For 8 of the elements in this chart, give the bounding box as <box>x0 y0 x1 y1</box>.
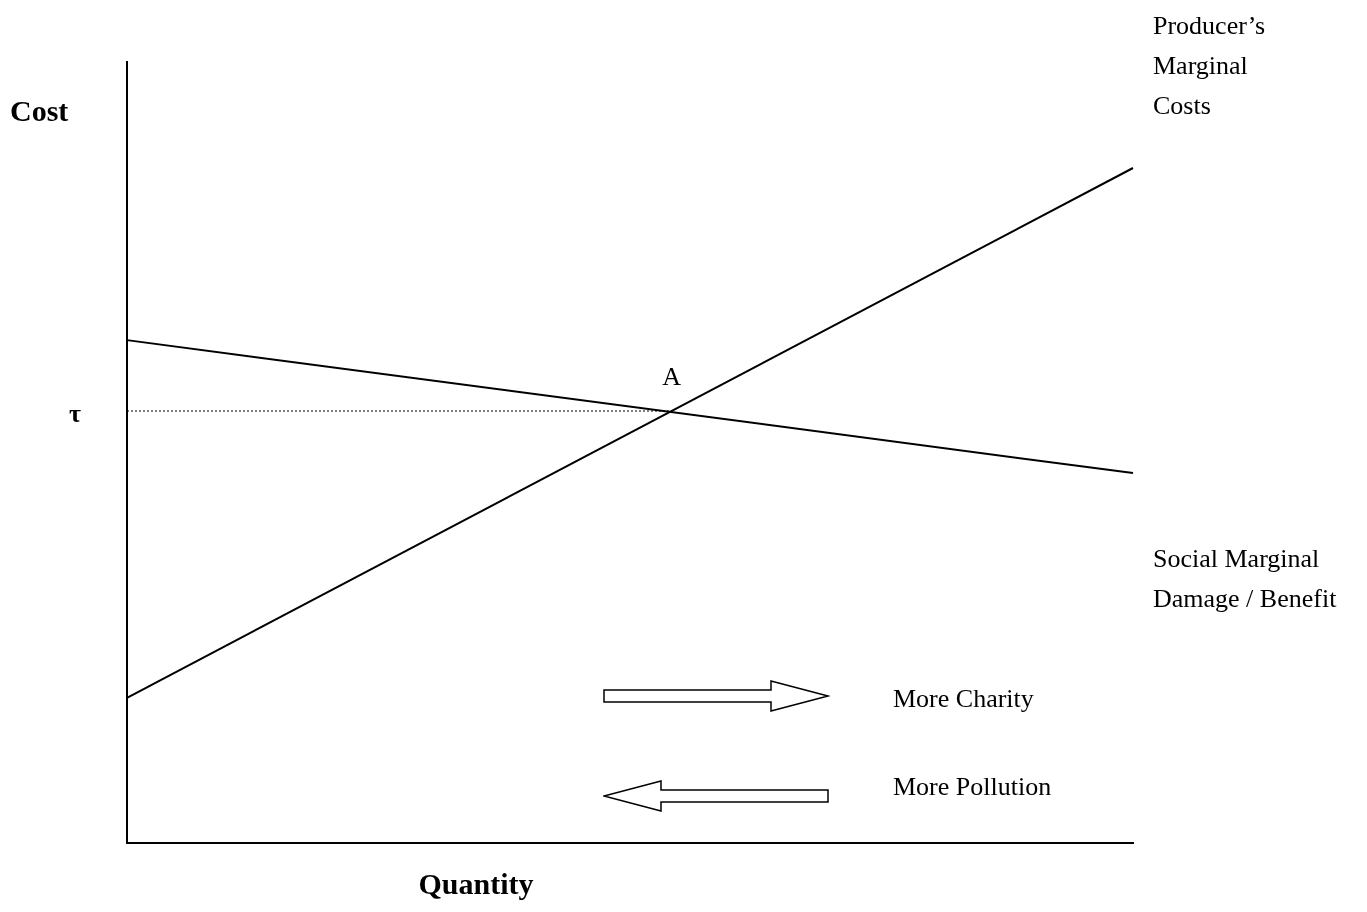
ref-line-label: τ <box>69 398 82 428</box>
text: Social Marginal Damage / Benefit <box>1153 543 1338 613</box>
text: Producer’s Marginal Costs <box>1153 10 1266 120</box>
annotation: More Pollution <box>893 771 1052 801</box>
annotation: More Charity <box>893 683 1034 713</box>
y-axis-title: Cost <box>10 93 69 127</box>
x-axis-title: Quantity <box>418 866 534 900</box>
annotation: A <box>662 361 682 391</box>
